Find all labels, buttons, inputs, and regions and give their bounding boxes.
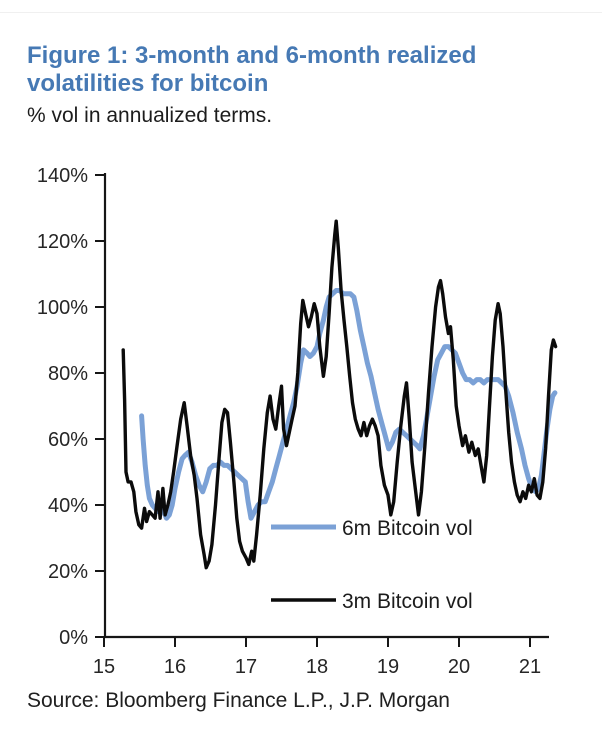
y-axis-ticks: 0% 20% 40% 60% 80% 100% 120% 140% bbox=[37, 165, 105, 649]
x-tick-label: 21 bbox=[519, 656, 541, 678]
y-tick-label: 0% bbox=[59, 627, 88, 649]
y-tick-label: 80% bbox=[48, 363, 88, 385]
x-axis: 15 16 17 18 19 20 21 bbox=[93, 635, 549, 678]
y-axis: 0% 20% 40% 60% 80% 100% 120% 140% bbox=[37, 165, 107, 649]
figure-subtitle: % vol in annualized terms. bbox=[27, 104, 273, 127]
y-tick-label: 140% bbox=[37, 165, 88, 187]
top-divider bbox=[0, 12, 602, 13]
x-tick-label: 20 bbox=[448, 656, 470, 678]
legend-label-6m: 6m Bitcoin vol bbox=[342, 517, 473, 540]
series-line-3m-bitcoin-vol bbox=[121, 219, 558, 570]
figure-title: Figure 1: 3-month and 6-month realized v… bbox=[27, 42, 572, 98]
source-note: Source: Bloomberg Finance L.P., J.P. Mor… bbox=[27, 689, 450, 712]
x-tick-label: 17 bbox=[235, 656, 257, 678]
y-tick-label: 60% bbox=[48, 429, 88, 451]
legend-label-3m: 3m Bitcoin vol bbox=[342, 590, 473, 613]
x-tick-label: 15 bbox=[93, 656, 115, 678]
x-tick-label: 16 bbox=[164, 656, 186, 678]
y-tick-label: 20% bbox=[48, 561, 88, 583]
x-axis-ticks: 15 16 17 18 19 20 21 bbox=[93, 637, 541, 678]
x-tick-label: 19 bbox=[377, 656, 399, 678]
y-tick-label: 120% bbox=[37, 231, 88, 253]
y-tick-label: 40% bbox=[48, 495, 88, 517]
y-tick-label: 100% bbox=[37, 297, 88, 319]
figure-title-line2: volatilities for bitcoin bbox=[27, 70, 269, 97]
legend: 6m Bitcoin vol 3m Bitcoin vol bbox=[271, 517, 473, 613]
series-line-6m-bitcoin-vol bbox=[139, 288, 558, 521]
x-tick-label: 18 bbox=[306, 656, 328, 678]
figure-title-line1: Figure 1: 3-month and 6-month realized bbox=[27, 42, 477, 69]
series-lines bbox=[121, 219, 558, 570]
